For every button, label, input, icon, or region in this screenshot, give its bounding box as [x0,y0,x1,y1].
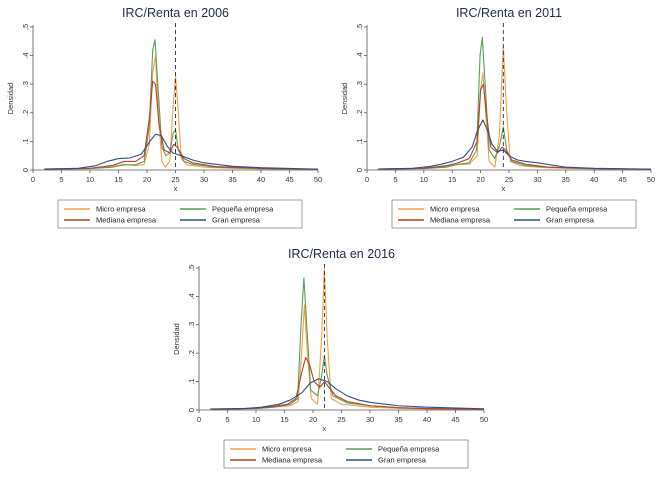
y-tick-label: .2 [187,350,196,356]
legend-label: Pequeña empresa [212,205,274,214]
x-tick-label: 25 [337,415,345,424]
y-tick-label: .5 [355,24,364,30]
x-tick-label: 30 [200,175,208,184]
y-tick-label: 0 [355,168,364,172]
series-line-peque-a-empresa [44,39,319,170]
legend-label: Mediana empresa [262,456,323,465]
legend-label: Pequeña empresa [546,205,608,214]
series-line-gran-empresa [378,119,652,170]
y-tick-label: .2 [355,110,364,116]
legend-label: Mediana empresa [430,216,491,225]
series-line-gran-empresa [44,133,319,170]
legend-box [57,199,303,229]
x-axis-label: x [174,184,178,193]
series-line-micro-empresa [210,267,485,410]
y-tick-label: .3 [21,81,30,87]
x-tick-label: 5 [59,175,63,184]
legend-box [223,439,469,469]
x-tick-label: 5 [225,415,229,424]
y-tick-label: .3 [355,81,364,87]
legend-label: Mediana empresa [96,216,157,225]
chart-title: IRC/Renta en 2016 [288,247,395,261]
y-tick-label: .4 [21,52,30,58]
series-line-mediana-empresa [378,83,652,170]
y-tick-label: .4 [355,52,364,58]
legend-label: Gran empresa [212,216,261,225]
x-tick-label: 20 [476,175,484,184]
series-line-micro-empresa [44,55,319,170]
x-tick-label: 35 [228,175,236,184]
legend-label: Micro empresa [430,205,480,214]
x-tick-label: 25 [171,175,179,184]
chart-panel-1: IRC/Renta en 2006 0 .1 .2 .3 .4 .5 0 5 10 15 20 25 30… [6,6,322,229]
y-tick-label: 0 [187,408,196,412]
legend-box [391,199,637,229]
y-tick-label: .2 [21,110,30,116]
legend: Micro empresa Pequeña empresa Mediana empr… [223,439,469,469]
chart-panel-2: IRC/Renta en 2011 0 .1 .2 .3 .4 .5 0 5 10 15 20 25 30… [340,6,655,229]
x-tick-label: 30 [533,175,541,184]
x-tick-label: 50 [314,175,322,184]
x-tick-label: 25 [505,175,513,184]
x-tick-label: 45 [285,175,293,184]
x-tick-label: 0 [365,175,369,184]
y-tick-label: .5 [187,265,196,271]
series-line-gran-empresa [210,378,485,410]
y-tick-label: .3 [187,322,196,328]
x-tick-label: 45 [451,415,459,424]
y-axis-label: Densidad [340,83,349,115]
x-axis-label: x [501,184,505,193]
y-axis-label: Densidad [6,83,15,115]
x-tick-label: 40 [423,415,431,424]
x-tick-label: 5 [393,175,397,184]
x-tick-label: 30 [366,415,374,424]
x-tick-label: 15 [114,175,122,184]
x-tick-label: 40 [257,175,265,184]
chart-title: IRC/Renta en 2006 [122,6,229,20]
series-line-peque-a-empresa [210,277,485,410]
y-tick-label: .4 [187,293,196,299]
x-axis-label: x [323,424,327,433]
x-tick-label: 15 [448,175,456,184]
y-axis-label: Densidad [172,323,181,355]
legend: Micro empresa Pequeña empresa Mediana empr… [391,199,637,229]
legend: Micro empresa Pequeña empresa Mediana empr… [57,199,303,229]
series-line-micro-empresa [378,46,652,170]
x-tick-label: 35 [562,175,570,184]
x-tick-label: 10 [420,175,428,184]
x-tick-label: 45 [618,175,626,184]
series-line-mediana-empresa [210,356,485,410]
series-line-peque-a-empresa [378,36,652,170]
x-tick-label: 50 [480,415,488,424]
legend-label: Micro empresa [96,205,146,214]
x-tick-label: 20 [143,175,151,184]
y-tick-label: .1 [21,138,30,144]
x-tick-label: 40 [590,175,598,184]
x-tick-label: 10 [252,415,260,424]
x-tick-label: 0 [31,175,35,184]
y-tick-label: .5 [21,24,30,30]
legend-label: Pequeña empresa [378,445,440,454]
series-line-mediana-empresa [44,80,319,170]
x-tick-label: 10 [86,175,94,184]
y-tick-label: .1 [187,378,196,384]
chart-panel-3: IRC/Renta en 2016 0 .1 .2 .3 .4 .5 0 5 10 15 20 25 30… [172,247,488,469]
legend-label: Gran empresa [378,456,427,465]
x-tick-label: 15 [280,415,288,424]
legend-label: Micro empresa [262,445,312,454]
y-tick-label: .1 [355,138,364,144]
x-tick-label: 35 [394,415,402,424]
y-tick-label: 0 [21,168,30,172]
x-tick-label: 0 [197,415,201,424]
legend-label: Gran empresa [546,216,595,225]
x-tick-label: 20 [309,415,317,424]
x-tick-label: 50 [647,175,655,184]
chart-title: IRC/Renta en 2011 [456,6,562,20]
